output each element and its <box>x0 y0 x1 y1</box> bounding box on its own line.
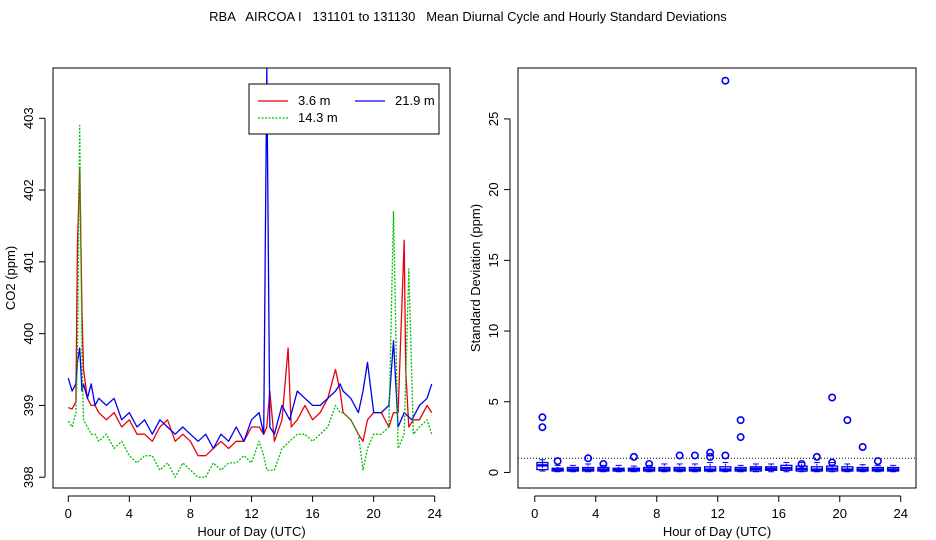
left-x-tick-label: 12 <box>244 506 258 521</box>
box-hour <box>810 462 824 473</box>
left-y-tick-label: 401 <box>21 251 36 273</box>
right-y-axis-title: Standard Deviation (ppm) <box>468 204 483 352</box>
outlier-point <box>706 452 715 461</box>
legend-box <box>248 83 440 135</box>
left-y-tick-label: 398 <box>21 466 36 488</box>
outlier-point <box>629 452 638 461</box>
right-x-tick-label: 4 <box>592 506 599 521</box>
right-y-tick-label: 25 <box>486 112 501 126</box>
right-x-tick-label: 8 <box>653 506 660 521</box>
right-x-tick-label: 16 <box>772 506 786 521</box>
left-x-tick-label: 0 <box>65 506 72 521</box>
legend: 3.6 m 21.9 m 14.3 m <box>248 83 440 135</box>
outlier-point <box>584 454 593 463</box>
left-y-tick-label: 400 <box>21 323 36 345</box>
right-x-axis-title: Hour of Day (UTC) <box>663 524 771 539</box>
outlier-point <box>690 451 699 460</box>
box-hour <box>551 464 564 473</box>
outlier-point <box>721 76 730 85</box>
outlier-point <box>858 442 867 451</box>
outlier-point <box>721 451 730 460</box>
left-plot-co2-diurnal-cycle: 0 4 8 12 16 20 24 Hour of Day (UTC) 398 399 400 401… <box>3 67 451 539</box>
outlier-point <box>828 458 837 467</box>
box-hour <box>612 464 625 473</box>
right-plot-standard-deviation-boxplot: 0 4 8 12 16 20 24 Hour of Day (UTC) 0 5 10 15 20 25 St… <box>468 67 917 539</box>
box-hour <box>658 463 671 473</box>
outlier-point <box>538 413 547 422</box>
outlier-point <box>797 459 806 468</box>
outlier-point <box>599 459 608 468</box>
box-hour <box>719 462 732 473</box>
legend-label: 14.3 m <box>298 110 338 125</box>
right-y-tick-label: 0 <box>486 469 501 476</box>
box-hour <box>856 464 869 473</box>
legend-label: 3.6 m <box>298 93 331 108</box>
box-hour <box>642 464 656 473</box>
left-x-axis-title: Hour of Day (UTC) <box>197 524 305 539</box>
box-hour <box>597 464 610 473</box>
box-hour <box>871 464 885 473</box>
outlier-point <box>873 457 882 466</box>
box-hour <box>566 464 580 473</box>
box-hour <box>581 463 595 473</box>
left-y-tick-label: 399 <box>21 395 36 417</box>
box-hour <box>627 465 641 473</box>
right-y-tick-label: 5 <box>486 398 501 405</box>
outlier-point <box>645 459 654 468</box>
box-hour <box>673 463 686 473</box>
right-x-tick-label: 20 <box>833 506 847 521</box>
box-hour <box>734 464 747 473</box>
right-y-tick-label: 15 <box>486 253 501 267</box>
box-hour <box>703 462 717 473</box>
box-hour <box>536 459 549 472</box>
outlier-point <box>812 452 821 461</box>
outlier-point <box>553 457 562 466</box>
series-line-14-3-m <box>67 124 433 478</box>
outlier-point <box>706 448 715 457</box>
box-hour <box>688 463 702 473</box>
box-hour <box>825 462 839 473</box>
outlier-point <box>843 416 852 425</box>
outlier-point <box>736 433 745 442</box>
left-y-tick-label: 403 <box>21 107 36 129</box>
left-x-tick-label: 4 <box>126 506 133 521</box>
outlier-point <box>828 393 837 402</box>
series-line-21-9-m <box>67 68 433 450</box>
legend-label: 21.9 m <box>395 93 435 108</box>
left-series-group <box>67 68 433 478</box>
outlier-point <box>538 423 547 432</box>
left-y-tick-label: 402 <box>21 179 36 201</box>
right-y-tick-label: 10 <box>486 324 501 338</box>
box-hour <box>749 463 763 473</box>
left-x-tick-label: 8 <box>187 506 194 521</box>
left-x-tick-label: 20 <box>366 506 380 521</box>
left-y-axis-title: CO2 (ppm) <box>3 246 18 310</box>
left-x-tick-label: 24 <box>427 506 441 521</box>
chart-title: RBA AIRCOA I 131101 to 131130 Mean Diurn… <box>209 9 727 24</box>
right-y-tick-label: 20 <box>486 182 501 196</box>
right-x-tick-label: 24 <box>894 506 908 521</box>
box-hour <box>764 463 778 473</box>
box-hour <box>780 462 793 473</box>
box-hour <box>841 463 854 473</box>
outlier-point <box>675 451 684 460</box>
box-hour <box>886 464 900 473</box>
outlier-point <box>736 416 745 425</box>
right-x-tick-label: 0 <box>531 506 538 521</box>
right-plot-frame <box>517 67 917 489</box>
right-x-tick-label: 12 <box>711 506 725 521</box>
left-x-tick-label: 16 <box>305 506 319 521</box>
left-plot-frame <box>52 67 451 489</box>
